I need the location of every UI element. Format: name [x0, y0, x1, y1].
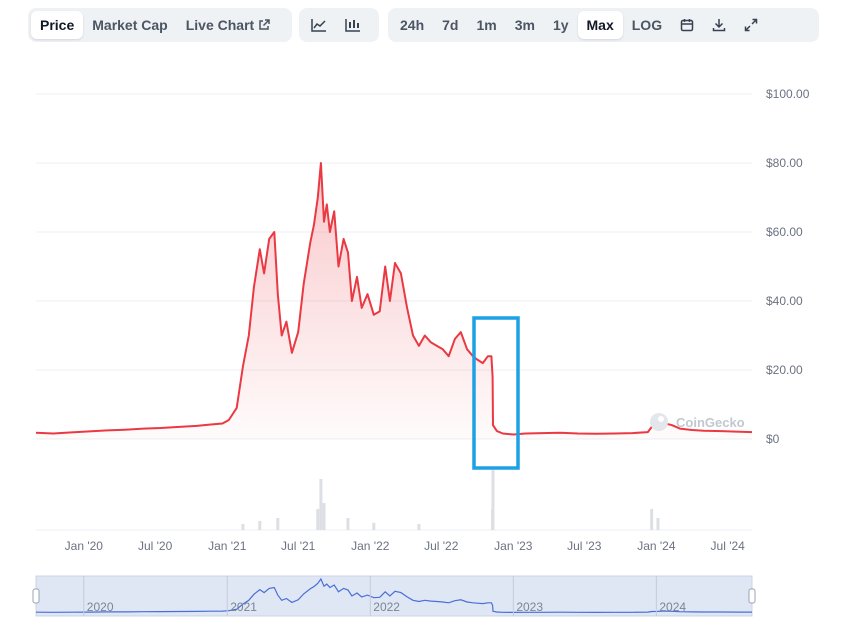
external-link-icon: [258, 19, 270, 31]
y-tick-label: $60.00: [766, 225, 803, 239]
log-scale-toggle[interactable]: LOG: [623, 11, 671, 39]
range-max[interactable]: Max: [577, 11, 623, 39]
range-7d-label: 7d: [442, 17, 459, 33]
volume-bar: [276, 518, 280, 530]
expand-button[interactable]: [735, 11, 767, 39]
y-tick-label: $20.00: [766, 363, 803, 377]
tab-price[interactable]: Price: [31, 11, 84, 39]
range-1m[interactable]: 1m: [467, 11, 505, 39]
y-axis: $100.00 $80.00 $60.00 $40.00 $20.00 $0: [766, 87, 810, 446]
range-1y[interactable]: 1y: [544, 11, 578, 39]
range-group: 24h 7d 1m 3m 1y Max LOG: [388, 8, 819, 42]
chart-type-group: [299, 8, 379, 42]
range-7d[interactable]: 7d: [433, 11, 467, 39]
tab-price-label: Price: [40, 17, 75, 33]
navigator-handle-left[interactable]: [32, 588, 40, 604]
y-tick-label: $40.00: [766, 294, 803, 308]
download-button[interactable]: [703, 11, 735, 39]
y-tick-label: $100.00: [766, 87, 810, 101]
x-tick-label: Jul '24: [711, 539, 746, 553]
range-24h[interactable]: 24h: [391, 11, 433, 39]
range-navigator[interactable]: 2020 2021 2022 2023 2024: [32, 575, 756, 617]
tab-market-cap[interactable]: Market Cap: [83, 11, 176, 39]
range-1m-label: 1m: [476, 17, 497, 33]
volume-bar: [417, 524, 421, 530]
navigator-year-label: 2024: [659, 600, 686, 614]
range-max-label: Max: [586, 17, 614, 33]
navigator-year-label: 2021: [230, 600, 257, 614]
x-tick-label: Jul '22: [424, 539, 459, 553]
navigator-year-label: 2023: [516, 600, 543, 614]
range-24h-label: 24h: [400, 17, 425, 33]
expand-icon: [744, 18, 758, 32]
y-tick-label: $80.00: [766, 156, 803, 170]
navigator-year-label: 2022: [373, 600, 400, 614]
candlestick-chart-icon: [345, 18, 361, 32]
volume-bar: [650, 509, 654, 530]
navigator-handle-right[interactable]: [748, 588, 756, 604]
calendar-button[interactable]: [671, 11, 703, 39]
line-chart-button[interactable]: [302, 11, 336, 39]
log-scale-label: LOG: [631, 17, 663, 33]
price-area: [36, 163, 752, 439]
x-tick-label: Jan '21: [208, 539, 247, 553]
x-axis: Jan '20 Jul '20 Jan '21 Jul '21 Jan '22 Jul '…: [65, 539, 746, 553]
line-chart-icon: [311, 18, 327, 32]
volume-bar: [656, 518, 660, 530]
volume-bar: [372, 522, 376, 530]
tab-live-chart-label: Live Chart: [185, 17, 255, 33]
volume-bar: [319, 479, 323, 530]
volume-bar: [322, 503, 326, 530]
x-tick-label: Jan '24: [637, 539, 676, 553]
highlight-box: [472, 316, 520, 470]
navigator-window: [35, 575, 753, 617]
x-tick-label: Jul '23: [567, 539, 602, 553]
volume-bar: [316, 509, 320, 530]
range-3m[interactable]: 3m: [506, 11, 544, 39]
x-tick-label: Jan '23: [494, 539, 533, 553]
metric-tab-group: Price Market Cap Live Chart: [28, 8, 292, 42]
volume-bars: [241, 470, 660, 530]
x-tick-label: Jul '20: [138, 539, 173, 553]
range-3m-label: 3m: [514, 17, 535, 33]
navigator-year-label: 2020: [87, 600, 114, 614]
download-icon: [712, 18, 726, 32]
x-tick-label: Jan '20: [65, 539, 104, 553]
coingecko-logo-icon: [650, 413, 668, 431]
volume-bar: [241, 524, 245, 530]
navigator-line: [35, 577, 752, 614]
x-tick-label: Jan '22: [351, 539, 390, 553]
volume-bar: [346, 518, 350, 530]
price-chart[interactable]: $100.00 $80.00 $60.00 $40.00 $20.00 $0 CoinGe…: [0, 60, 850, 618]
price-series: [35, 162, 753, 439]
candlestick-chart-button[interactable]: [336, 11, 370, 39]
x-tick-label: Jul '21: [281, 539, 316, 553]
range-1y-label: 1y: [552, 17, 569, 33]
tab-market-cap-label: Market Cap: [92, 17, 168, 33]
volume-bar: [491, 470, 495, 530]
grid-lines: [36, 93, 752, 531]
tab-live-chart[interactable]: Live Chart: [177, 11, 279, 39]
y-tick-label: $0: [766, 432, 780, 446]
volume-bar: [258, 521, 262, 530]
calendar-icon: [680, 18, 694, 32]
coingecko-watermark: CoinGecko: [676, 415, 745, 430]
price-line: [35, 162, 753, 436]
